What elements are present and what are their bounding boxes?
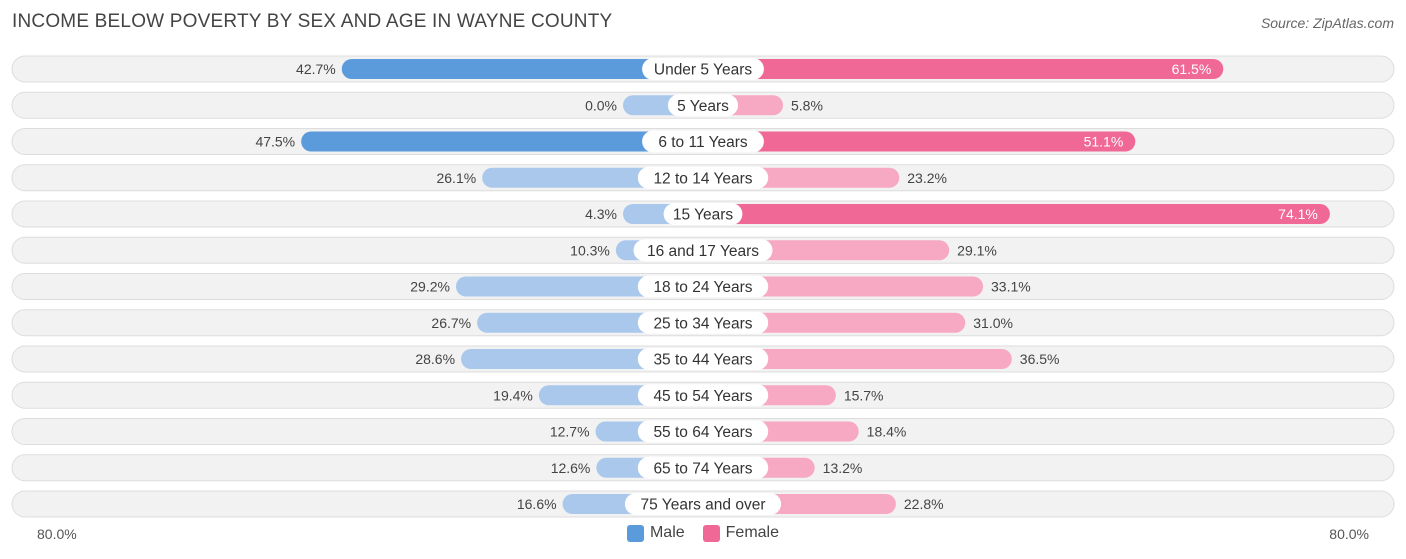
- value-label-female: 29.1%: [957, 242, 997, 258]
- value-label-male: 16.6%: [517, 496, 557, 512]
- bar-female: [703, 204, 1330, 224]
- category-label: 6 to 11 Years: [658, 134, 748, 151]
- legend-swatch-female: [702, 524, 720, 542]
- value-label-female: 33.1%: [991, 279, 1031, 295]
- category-label: Under 5 Years: [654, 62, 752, 79]
- value-label-male: 47.5%: [255, 134, 295, 150]
- legend-item-male[interactable]: Male: [626, 524, 685, 542]
- bar-female: [703, 276, 984, 297]
- value-label-female: 15.7%: [844, 387, 884, 403]
- category-label: 18 to 24 Years: [653, 279, 752, 296]
- category-pill: [637, 311, 769, 334]
- value-label-female: 31.0%: [973, 315, 1013, 331]
- value-label-female: 61.5%: [1172, 61, 1212, 77]
- value-label-female: 51.1%: [1084, 134, 1124, 150]
- category-pill: [637, 348, 769, 370]
- legend: Male Female: [0, 524, 1406, 542]
- value-label-male: 28.6%: [415, 351, 455, 367]
- category-pill: [642, 130, 764, 153]
- bar-female: [703, 131, 1136, 152]
- bar-female: [703, 59, 1224, 79]
- category-pill: [637, 384, 769, 407]
- category-pill: [637, 420, 769, 443]
- value-label-male: 10.3%: [570, 242, 610, 258]
- legend-label-female: Female: [725, 524, 780, 541]
- category-pill: [637, 275, 769, 298]
- value-label-male: 12.7%: [550, 424, 590, 440]
- category-label: 75 Years and over: [641, 497, 766, 514]
- category-label: 35 to 44 Years: [653, 352, 752, 369]
- value-label-female: 22.8%: [904, 496, 944, 512]
- category-label: 16 and 17 Years: [647, 243, 759, 260]
- bar-male: [301, 131, 703, 152]
- category-pill: [637, 456, 769, 479]
- value-label-male: 19.4%: [493, 387, 533, 403]
- category-label: 65 to 74 Years: [653, 460, 752, 477]
- bar-female: [703, 312, 966, 333]
- value-label-female: 23.2%: [907, 170, 947, 186]
- category-pill: [624, 493, 782, 515]
- category-pill: [667, 94, 739, 117]
- category-label: 55 to 64 Years: [653, 424, 752, 441]
- value-label-male: 12.6%: [551, 460, 591, 476]
- axis-left-label: 80.0%: [37, 526, 77, 542]
- value-label-female: 36.5%: [1020, 351, 1060, 367]
- value-label-male: 0.0%: [585, 97, 617, 113]
- category-label: 25 to 34 Years: [653, 315, 752, 332]
- value-label-male: 26.1%: [436, 170, 476, 186]
- bar-male: [341, 59, 703, 79]
- category-label: 5 Years: [677, 98, 729, 115]
- category-pill: [642, 58, 764, 80]
- chart-title: INCOME BELOW POVERTY BY SEX AND AGE IN W…: [12, 11, 613, 32]
- legend-item-female[interactable]: Female: [702, 524, 780, 542]
- category-pill: [663, 203, 743, 225]
- value-label-male: 26.7%: [431, 315, 471, 331]
- category-label: 15 Years: [673, 207, 734, 224]
- value-label-male: 42.7%: [296, 61, 336, 77]
- value-label-male: 4.3%: [585, 206, 617, 222]
- legend-swatch-male: [626, 524, 644, 542]
- category-label: 12 to 14 Years: [653, 170, 752, 187]
- axis-right-label: 80.0%: [1329, 526, 1369, 542]
- chart-source: Source: ZipAtlas.com: [1260, 15, 1394, 31]
- category-pill: [633, 239, 773, 262]
- legend-label-male: Male: [649, 524, 685, 541]
- value-label-female: 5.8%: [791, 97, 823, 113]
- value-label-male: 29.2%: [410, 279, 450, 295]
- value-label-female: 13.2%: [823, 460, 863, 476]
- value-label-female: 18.4%: [867, 424, 907, 440]
- category-pill: [637, 166, 769, 189]
- value-label-female: 74.1%: [1278, 206, 1318, 222]
- category-label: 45 to 54 Years: [653, 388, 752, 405]
- bar-female: [703, 349, 1012, 369]
